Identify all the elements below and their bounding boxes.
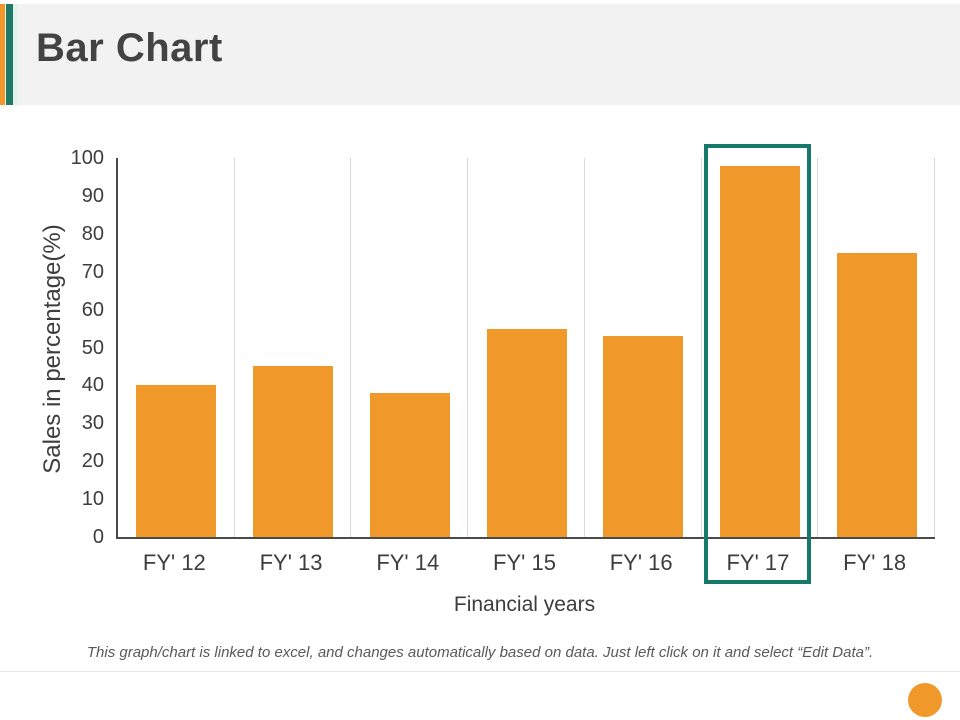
y-tick-label: 40: [81, 374, 104, 397]
bar-fy-13[interactable]: [253, 366, 334, 537]
bar-fy-16[interactable]: [603, 336, 684, 537]
y-tick-label: 0: [92, 526, 104, 548]
y-tick-label: 100: [70, 147, 104, 169]
y-tick-label: 50: [81, 336, 104, 359]
y-tick-label: 90: [81, 184, 104, 207]
bar-fy-15[interactable]: [486, 328, 567, 537]
x-category-label: FY' 15: [493, 550, 556, 575]
gridline: [350, 158, 352, 537]
y-tick-label: 60: [81, 298, 104, 321]
footer-circle-decoration: [908, 683, 942, 717]
x-category-label: FY' 16: [609, 550, 673, 575]
x-category-label: FY' 12: [142, 550, 206, 575]
bar-fy-17[interactable]: [719, 165, 800, 537]
x-category-label: FY' 17: [726, 550, 790, 575]
y-tick-label: 80: [81, 222, 104, 245]
header-band: [0, 4, 960, 105]
x-category-label: FY' 14: [376, 550, 440, 575]
accent-stripe-teal: [6, 4, 13, 105]
page-title: Bar Chart: [36, 26, 223, 70]
gridline: [233, 158, 235, 537]
footer-divider-line: [0, 671, 960, 672]
gridline: [467, 158, 469, 537]
y-tick-label: 30: [81, 412, 104, 435]
bar-chart-plot-area[interactable]: [116, 158, 935, 539]
highlight-rectangle: [704, 144, 812, 584]
bar-fy-14[interactable]: [369, 392, 450, 537]
gridline: [700, 158, 702, 537]
gridline: [934, 158, 935, 537]
footnote-text: This graph/chart is linked to excel, and…: [86, 644, 874, 661]
accent-stripe-mint: [13, 4, 18, 105]
x-category-label: FY' 18: [843, 550, 907, 575]
y-tick-label: 20: [81, 450, 104, 473]
y-tick-label: 10: [81, 488, 104, 511]
x-category-label: FY' 13: [259, 550, 323, 575]
bar-fy-12[interactable]: [136, 385, 217, 537]
y-tick-label: 70: [81, 260, 104, 283]
gridline: [817, 158, 819, 537]
accent-stripe-orange: [0, 4, 5, 105]
bar-fy-18[interactable]: [836, 252, 917, 537]
gridline: [583, 158, 585, 537]
x-axis-title: Financial years: [453, 593, 596, 616]
